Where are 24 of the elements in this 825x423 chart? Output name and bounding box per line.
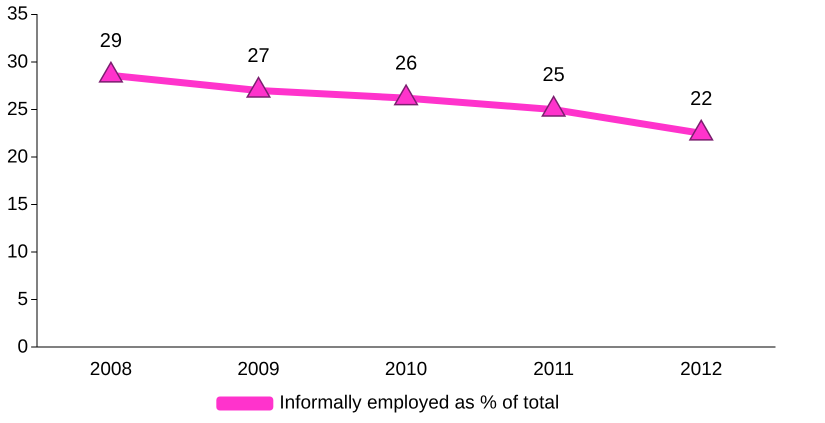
y-tick-label: 0 [18,336,28,358]
x-tick-label: 2010 [384,358,428,380]
y-tick-label: 15 [6,194,28,215]
x-tick-label: 2011 [533,358,574,380]
y-tick-label: 25 [6,98,28,120]
y-tick-label: 5 [18,288,28,310]
x-tick-label: 2009 [237,358,280,380]
point [394,84,418,106]
data-label: 27 [247,45,270,68]
data-label: 22 [690,88,712,110]
point [98,62,123,83]
data-label: 25 [542,64,565,86]
x-tick-label: 2008 [90,358,132,380]
y-tick-label: 20 [6,146,28,168]
y-tick-label: 30 [6,51,28,72]
point [689,120,714,141]
x-tick-label: 2012 [680,358,722,380]
data-label: 29 [100,30,122,52]
legend-label: Informally employed as % of total [279,392,560,414]
y-tick-label: 35 [6,4,28,25]
data-label: 26 [394,52,418,75]
point [246,76,270,98]
point [542,96,566,117]
y-tick-label: 10 [6,241,28,262]
